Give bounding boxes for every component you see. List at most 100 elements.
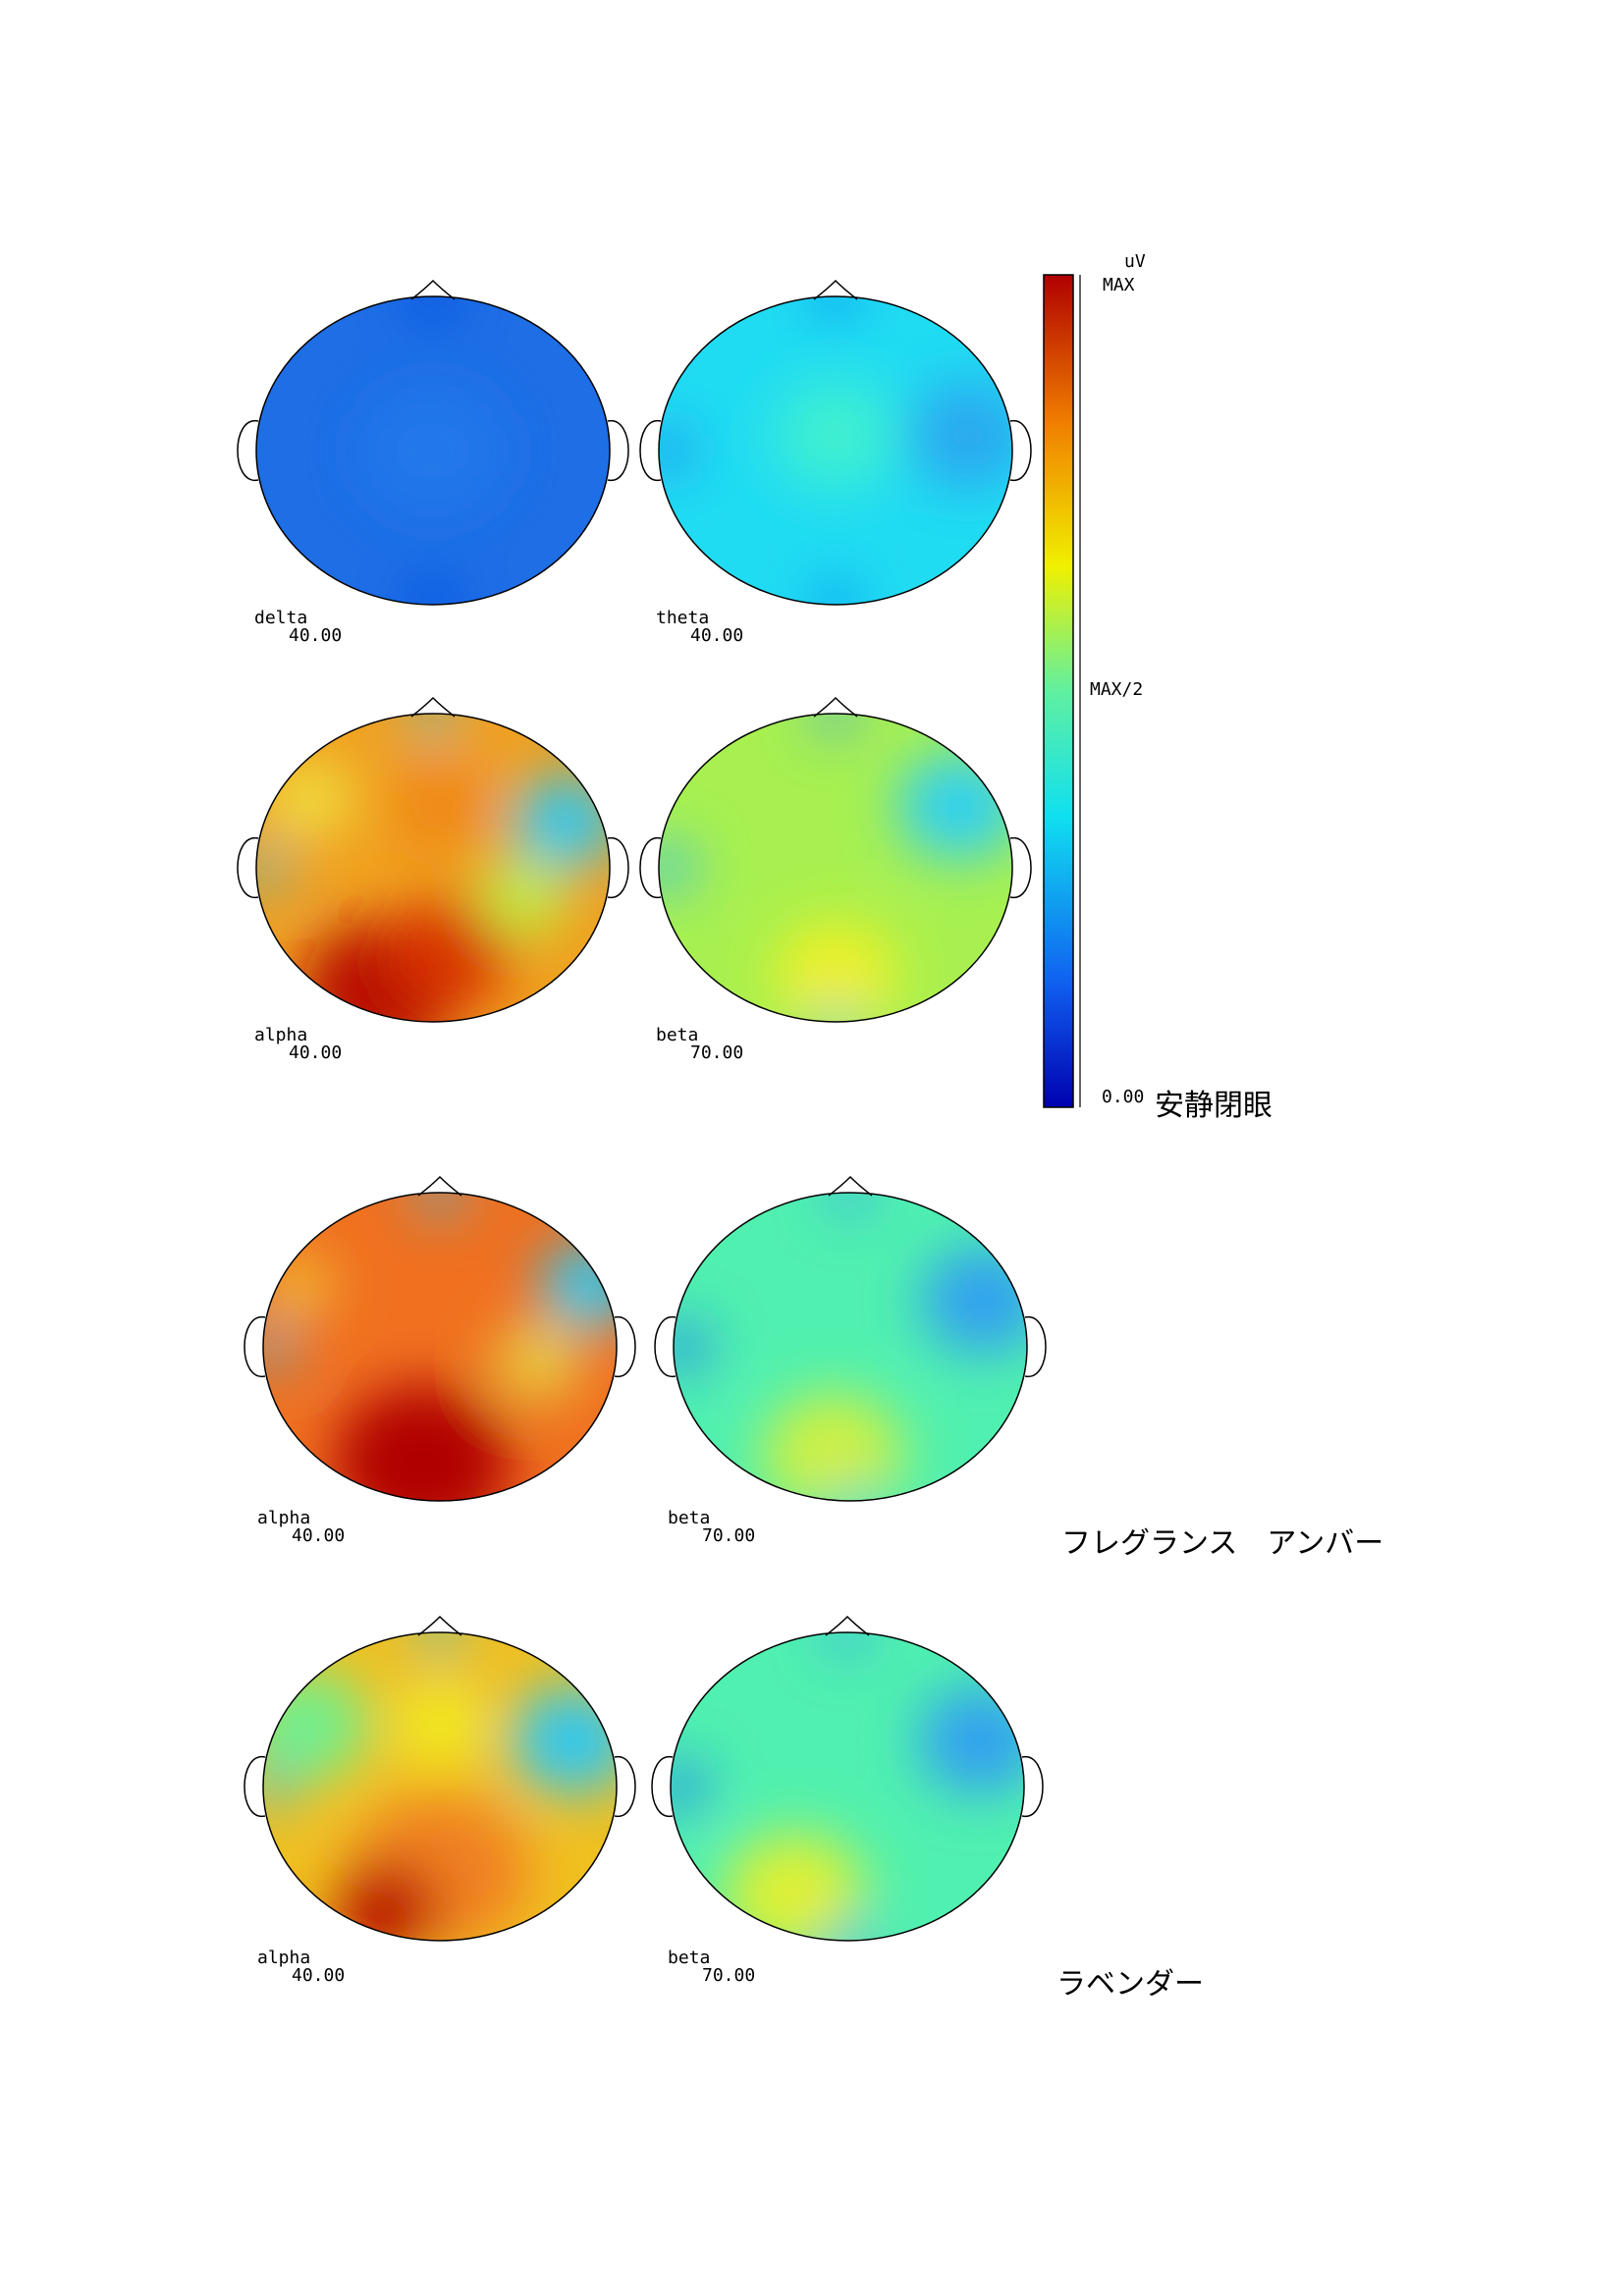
band-label: beta: [668, 1508, 710, 1528]
colorbar: uV MAX MAX/2 0.00: [1043, 251, 1146, 1108]
ear: [607, 420, 629, 481]
ear: [614, 1756, 636, 1817]
scale-label: 70.00: [690, 1042, 743, 1063]
heat-blob: [906, 381, 1012, 490]
heat: [659, 296, 1012, 605]
band-label: alpha: [257, 1508, 310, 1528]
scale-label: 40.00: [289, 1042, 342, 1063]
heat-blob: [263, 1671, 369, 1780]
heat-blobs: [659, 296, 1012, 605]
heat-blob: [774, 921, 897, 1022]
heat-blob: [540, 1242, 617, 1329]
nose: [417, 1615, 462, 1636]
nose: [828, 1175, 873, 1197]
heat-blob: [334, 1385, 511, 1501]
heat-blob: [659, 844, 694, 891]
heat-blobs: [263, 1632, 617, 1941]
heat: [659, 714, 1012, 1022]
band-label: alpha: [254, 1025, 307, 1045]
head-outline: [658, 295, 1013, 606]
heat: [263, 1632, 617, 1941]
band-label: beta: [668, 1948, 710, 1968]
ear: [1009, 837, 1032, 898]
band-label: alpha: [257, 1948, 310, 1968]
heat-blob: [513, 774, 610, 869]
ear: [244, 1756, 266, 1817]
heat: [256, 714, 610, 1022]
nose: [825, 1615, 870, 1636]
heat-blob: [818, 1006, 853, 1022]
heat-blob: [659, 427, 694, 474]
heat-blob: [774, 381, 897, 490]
heat: [263, 1193, 617, 1501]
heat: [256, 296, 610, 605]
nose: [417, 1175, 462, 1197]
ear: [244, 1316, 266, 1377]
ear: [614, 1316, 636, 1377]
heat-blob: [334, 1863, 440, 1941]
heat-blob: [263, 1254, 334, 1316]
heat-blob: [389, 898, 513, 1007]
scale-label: 40.00: [690, 625, 743, 646]
topomaps: delta40.00theta40.00alpha40.00beta70.00a…: [237, 279, 1047, 1986]
head-outline: [262, 1631, 618, 1942]
head-outline: [255, 295, 611, 606]
scale-label: 40.00: [289, 625, 342, 646]
heat-blob: [389, 760, 495, 853]
heat-blob: [263, 1768, 294, 1805]
colorbar-mid: MAX/2: [1090, 679, 1143, 700]
ear: [651, 1756, 674, 1817]
band-label: theta: [656, 608, 709, 628]
heat-blob: [411, 714, 455, 732]
heat-blob: [406, 581, 460, 605]
ear: [237, 837, 259, 898]
heat-blob: [671, 1763, 706, 1810]
heat-blob: [477, 860, 566, 937]
heat-blob: [265, 760, 353, 837]
ear: [1009, 420, 1032, 481]
heat-blob: [256, 849, 287, 886]
band-label: beta: [656, 1025, 698, 1045]
colorbar-min: 0.00: [1102, 1087, 1144, 1107]
nose: [813, 696, 858, 718]
head-outline: [658, 713, 1013, 1023]
heat-blob: [362, 389, 504, 512]
heat-blob: [674, 1323, 709, 1370]
scale-label: 70.00: [702, 1965, 755, 1986]
nose: [410, 696, 456, 718]
head-outline: [255, 713, 611, 1023]
colorbar-unit: uV: [1124, 251, 1146, 272]
scale-label: 70.00: [702, 1525, 755, 1546]
ear: [1024, 1316, 1047, 1377]
ear: [1021, 1756, 1044, 1817]
colorbar-gradient: [1043, 274, 1074, 1108]
scale-label: 40.00: [292, 1965, 345, 1986]
nose: [813, 279, 858, 300]
heat-blob: [833, 1485, 868, 1501]
head-outline: [670, 1631, 1025, 1942]
nose: [410, 279, 456, 300]
heat-blob: [396, 1685, 484, 1764]
scale-label: 40.00: [292, 1525, 345, 1546]
band-label: delta: [254, 608, 307, 628]
heat-blob: [263, 1328, 294, 1365]
heat-blob: [493, 1323, 581, 1401]
ear: [607, 837, 629, 898]
ear: [654, 1316, 677, 1377]
condition-label: 安静閉眼: [1155, 1089, 1272, 1123]
heat: [671, 1632, 1024, 1941]
condition-label: フレグランス アンバー: [1061, 1526, 1383, 1561]
ear: [639, 837, 662, 898]
heat-blob: [814, 714, 857, 732]
heat-blob: [897, 752, 1012, 861]
ear: [639, 420, 662, 481]
condition-label: ラベンダー: [1056, 1967, 1204, 2002]
ear: [237, 420, 259, 481]
